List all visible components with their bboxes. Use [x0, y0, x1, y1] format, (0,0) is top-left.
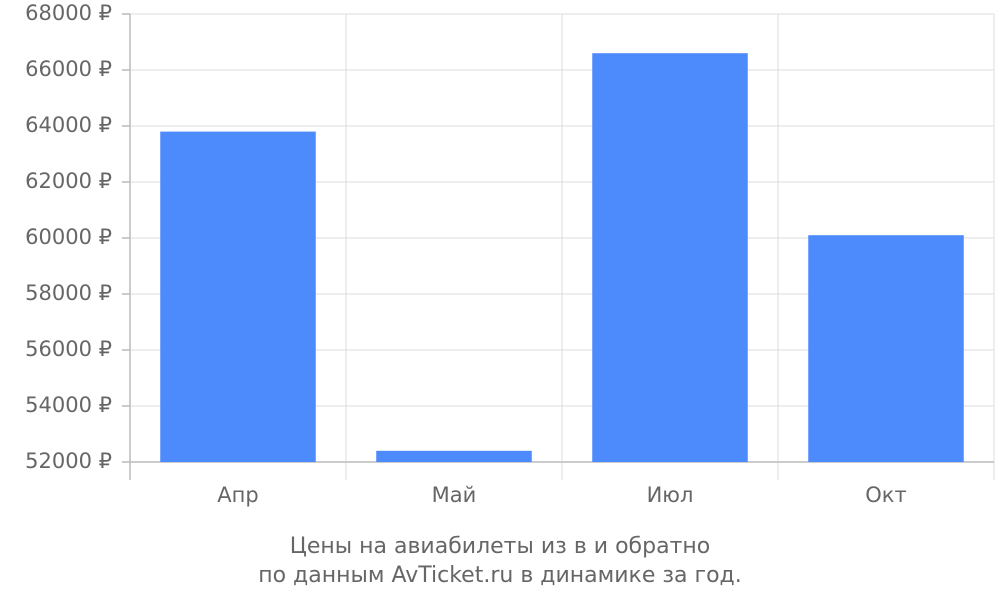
- bar: [808, 235, 964, 462]
- y-tick-label: 62000 ₽: [25, 169, 112, 193]
- x-tick-label: Апр: [217, 483, 258, 507]
- y-tick-label: 58000 ₽: [25, 281, 112, 305]
- bar: [160, 131, 316, 462]
- x-tick-label: Июл: [647, 483, 694, 507]
- y-tick-label: 66000 ₽: [25, 57, 112, 81]
- chart-title: Цены на авиабилеты из в и обратно: [290, 534, 710, 559]
- x-tick-label: Окт: [865, 483, 906, 507]
- bar: [376, 450, 532, 462]
- chart-subtitle: по данным AvTicket.ru в динамике за год.: [258, 563, 742, 588]
- y-tick-label: 60000 ₽: [25, 225, 112, 249]
- bar: [592, 53, 748, 462]
- y-tick-label: 68000 ₽: [25, 1, 112, 25]
- x-tick-label: Май: [432, 483, 477, 507]
- y-tick-label: 64000 ₽: [25, 113, 112, 137]
- y-tick-label: 52000 ₽: [25, 449, 112, 473]
- y-tick-label: 54000 ₽: [25, 393, 112, 417]
- y-tick-label: 56000 ₽: [25, 337, 112, 361]
